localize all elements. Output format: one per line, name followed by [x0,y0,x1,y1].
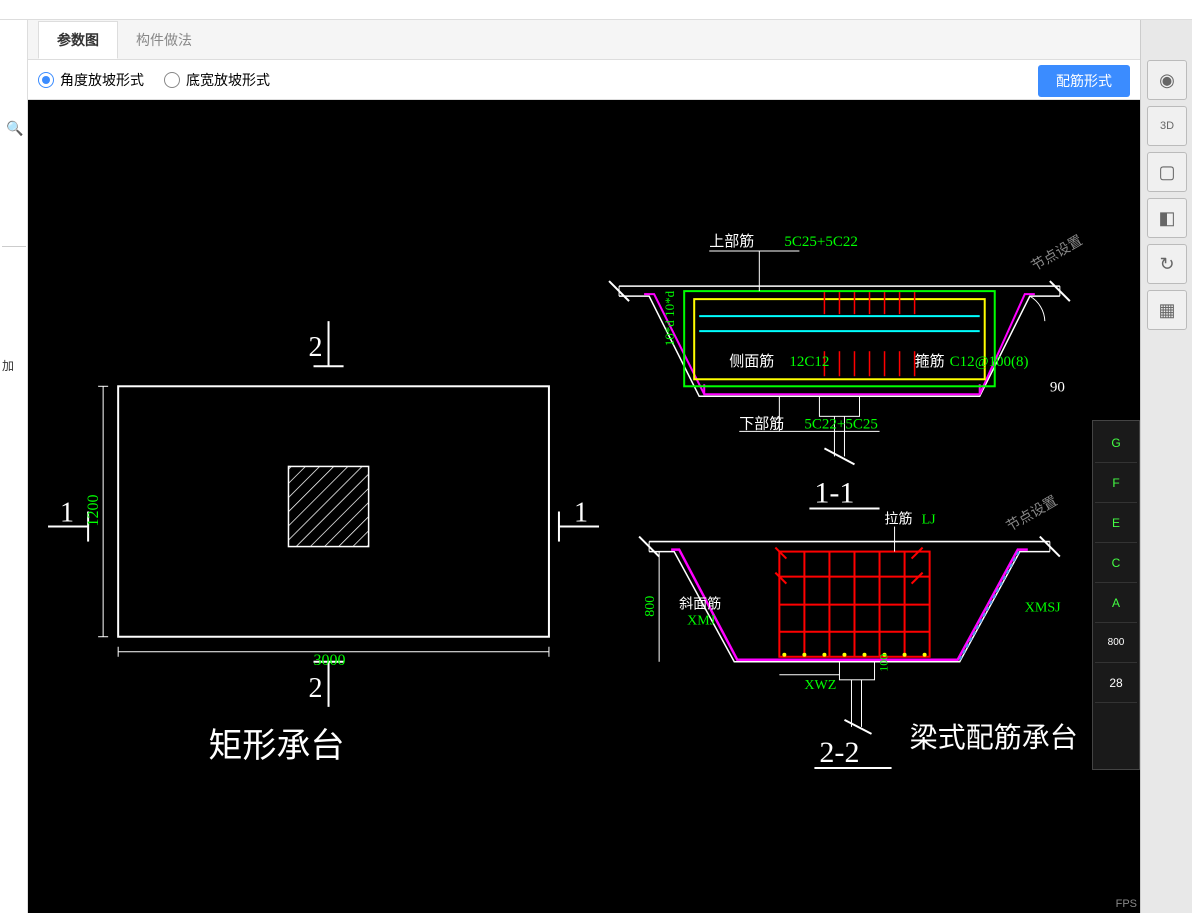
svg-text:XMSJ: XMSJ [1025,601,1061,616]
radio-width-label: 底宽放坡形式 [186,70,270,90]
svg-text:上部筋: 上部筋 [709,233,754,250]
search-icon[interactable]: 🔍 [6,120,22,136]
radio-dot-icon [164,72,180,88]
svg-text:1: 1 [574,498,588,529]
radio-group: 角度放坡形式 底宽放坡形式 [38,70,290,90]
plan-view: 1 1 2 2 3000 1200 矩形承台 [48,321,599,765]
axis-g[interactable]: G [1095,423,1137,463]
svg-text:节点设置: 节点设置 [1004,493,1061,535]
refresh-icon[interactable]: ↻ [1147,244,1187,284]
svg-text:5C22+5C25: 5C22+5C25 [804,416,878,432]
svg-text:800: 800 [643,596,658,617]
option-bar: 角度放坡形式 底宽放坡形式 配筋形式 [28,60,1140,100]
divider [2,246,26,247]
radio-dot-icon [38,72,54,88]
mini-n1: 800 [1095,623,1137,663]
right-toolbar: ◉ 3D ▢ ◧ ↻ ▦ [1140,20,1192,913]
radio-angle-label: 角度放坡形式 [60,70,144,90]
axis-f[interactable]: F [1095,463,1137,503]
svg-text:XWZ: XWZ [804,678,836,693]
svg-text:拉筋: 拉筋 [885,511,913,528]
tab-param[interactable]: 参数图 [38,21,118,59]
svg-text:12C12: 12C12 [789,354,829,370]
svg-text:LJ: LJ [922,513,937,528]
svg-text:梁式配筋承台: 梁式配筋承台 [910,722,1078,754]
svg-text:2-2: 2-2 [819,735,859,769]
axis-mini-panel: G F E C A 800 28 [1092,420,1140,770]
svg-text:箍筋: 箍筋 [915,353,945,370]
svg-text:90: 90 [1050,379,1065,395]
svg-text:100: 100 [877,654,891,672]
axis-a[interactable]: A [1095,583,1137,623]
radio-angle[interactable]: 角度放坡形式 [38,70,144,90]
top-strip [0,0,1192,20]
svg-text:1-1: 1-1 [814,475,854,509]
tab-method[interactable]: 构件做法 [118,22,210,58]
orbit-tool-icon[interactable]: ◉ [1147,60,1187,100]
cube-wireframe-icon[interactable]: ▢ [1147,152,1187,192]
svg-text:3000: 3000 [314,652,346,669]
fps-label: FPS [1116,898,1137,910]
cube-solid-icon[interactable]: ◧ [1147,198,1187,238]
tab-bar: 参数图 构件做法 [28,20,1140,60]
axis-e[interactable]: E [1095,503,1137,543]
radio-width[interactable]: 底宽放坡形式 [164,70,270,90]
section-2-2: 800 拉筋 LJ 斜面筋 XMJ XMSJ XWZ 100 节点设置 2-2 … [639,493,1078,769]
rebar-form-button[interactable]: 配筋形式 [1038,65,1130,97]
svg-text:C12@100(8): C12@100(8) [950,354,1029,370]
svg-text:下部筋: 下部筋 [739,415,784,432]
mini-n3: 28 [1095,663,1137,703]
section-1-1: 上部筋 5C25+5C22 侧面筋 12C12 箍筋 C12@100(8) 下部… [609,233,1085,510]
add-label: 加 [2,357,25,374]
3d-view-icon[interactable]: 3D [1147,106,1187,146]
svg-text:1200: 1200 [85,495,102,527]
svg-text:1: 1 [60,498,74,529]
svg-text:5C25+5C22: 5C25+5C22 [784,234,858,250]
axis-c[interactable]: C [1095,543,1137,583]
svg-text:2: 2 [309,332,323,363]
svg-text:侧面筋: 侧面筋 [729,353,774,370]
main-panel: 参数图 构件做法 角度放坡形式 底宽放坡形式 配筋形式 [28,20,1140,913]
svg-text:斜面筋: 斜面筋 [679,596,721,613]
grid-settings-icon[interactable]: ▦ [1147,290,1187,330]
svg-text:2: 2 [309,673,323,704]
drawing-canvas[interactable]: 1 1 2 2 3000 1200 矩形承台 [28,100,1140,913]
cad-drawing: 1 1 2 2 3000 1200 矩形承台 [28,100,1140,913]
svg-text:10*d 10*d: 10*d 10*d [662,290,677,346]
svg-text:XMJ: XMJ [687,614,716,629]
svg-text:节点设置: 节点设置 [1029,233,1086,275]
svg-text:矩形承台: 矩形承台 [208,727,344,765]
left-sidebar: 🔍 加 [0,20,28,913]
